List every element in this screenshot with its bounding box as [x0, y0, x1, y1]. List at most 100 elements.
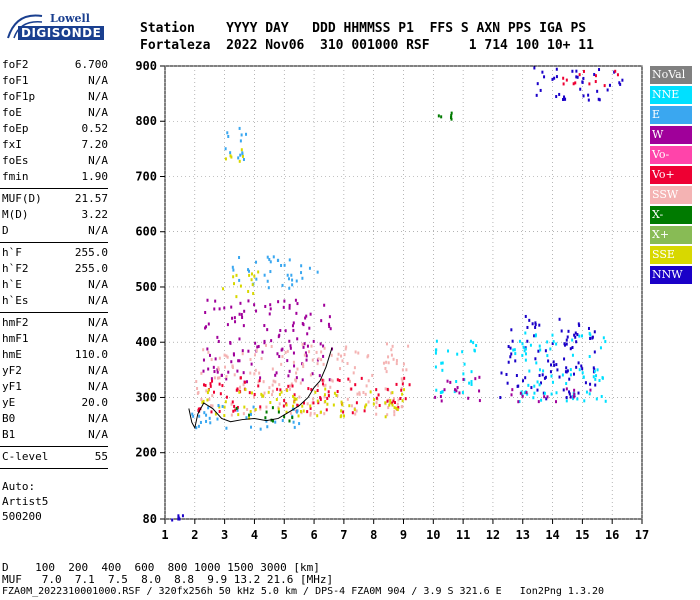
data-point [388, 403, 391, 407]
data-point [435, 388, 438, 392]
data-point [522, 345, 525, 349]
data-point [320, 319, 323, 323]
data-point [340, 400, 343, 404]
data-point [205, 413, 208, 417]
data-point [249, 412, 252, 416]
data-point [218, 376, 221, 380]
data-point [243, 380, 246, 384]
x-tick-label: 13 [516, 528, 530, 542]
data-point [534, 325, 537, 329]
data-point [295, 279, 298, 283]
data-point [440, 361, 443, 365]
param-name: hmF1 [2, 332, 29, 345]
param-name: foEp [2, 122, 29, 135]
data-point [377, 393, 380, 397]
data-point [213, 307, 216, 311]
data-point [288, 419, 291, 423]
data-point [386, 413, 389, 417]
data-point [582, 375, 585, 379]
param-value: N/A [88, 278, 108, 291]
data-point [298, 422, 301, 426]
data-point [401, 399, 404, 403]
data-point [221, 384, 224, 388]
data-point [286, 273, 289, 277]
data-point [555, 95, 558, 99]
data-point [593, 368, 596, 372]
data-point [302, 362, 305, 366]
data-point [278, 392, 281, 396]
param-row: B1 N/A [2, 428, 108, 443]
data-point [287, 384, 290, 388]
data-point [378, 403, 381, 407]
data-point [235, 388, 238, 392]
data-point [297, 414, 300, 418]
data-point [387, 361, 390, 365]
data-point [358, 392, 361, 396]
data-point [365, 403, 368, 407]
data-point [257, 384, 260, 388]
data-point [253, 395, 256, 399]
data-point [553, 363, 556, 367]
footer-muf-row: MUF 7.0 7.1 7.5 8.0 8.8 9.9 13.2 21.6 [M… [2, 573, 334, 586]
data-point [576, 333, 579, 337]
data-point [227, 370, 230, 374]
x-tick-label: 17 [635, 528, 649, 542]
data-point [437, 114, 440, 118]
data-point [435, 348, 438, 352]
data-point [564, 343, 567, 347]
data-point [439, 391, 442, 395]
data-point [274, 373, 277, 377]
data-point [569, 368, 572, 372]
data-point [232, 409, 235, 413]
data-point [219, 392, 222, 396]
data-point [287, 277, 290, 281]
data-point [323, 346, 326, 350]
data-point [560, 329, 563, 333]
data-point [544, 375, 547, 379]
data-point [209, 421, 212, 425]
data-point [214, 412, 217, 416]
data-point [348, 404, 351, 408]
data-point [229, 151, 232, 155]
data-point [236, 408, 239, 412]
data-point [209, 384, 212, 388]
data-point [392, 399, 395, 403]
data-point [264, 416, 267, 420]
data-point [265, 405, 268, 409]
data-point [264, 304, 267, 308]
data-point [535, 93, 538, 97]
data-point [293, 397, 296, 401]
data-point [552, 340, 555, 344]
y-tick-label: 800 [135, 114, 157, 128]
data-point [240, 133, 243, 137]
param-auto-name: Artist5 [2, 495, 49, 508]
data-point [269, 260, 272, 264]
data-point [400, 377, 403, 381]
data-point [320, 350, 323, 354]
data-point [225, 377, 228, 381]
data-point [393, 413, 396, 417]
data-point [237, 156, 240, 160]
data-point [252, 405, 255, 409]
data-point [328, 325, 331, 329]
data-point [539, 381, 542, 385]
data-point [539, 88, 542, 92]
data-point [343, 353, 346, 357]
param-name: foF2 [2, 58, 29, 71]
param-row: foEs N/A [2, 154, 108, 169]
data-point [515, 374, 518, 378]
data-point [218, 382, 221, 386]
data-point [577, 322, 580, 326]
data-point [247, 349, 250, 353]
data-point [528, 318, 531, 322]
data-point [239, 385, 242, 389]
param-row: C-level 55 [2, 450, 108, 465]
data-point [549, 370, 552, 374]
data-point [234, 408, 237, 412]
data-point [247, 268, 250, 272]
data-point [207, 388, 210, 392]
data-point [392, 397, 395, 401]
data-point [446, 379, 449, 383]
data-point [355, 401, 358, 405]
param-separator [0, 188, 108, 189]
